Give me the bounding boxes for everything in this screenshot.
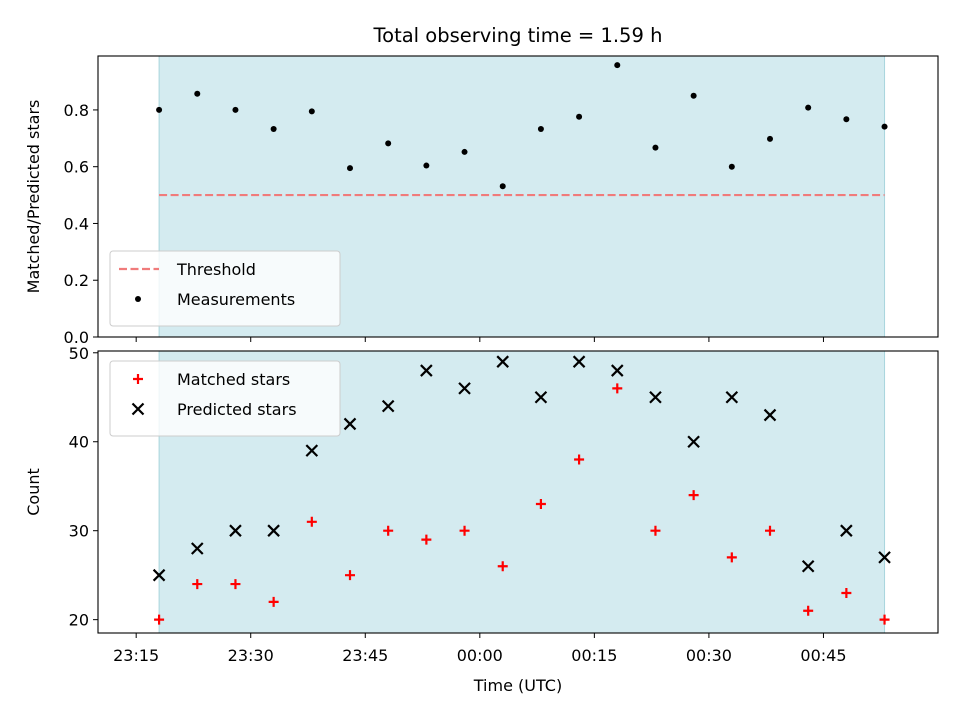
ratio-y-tick-label: 0.6	[64, 158, 89, 177]
legend-measurement-swatch	[135, 296, 141, 302]
predicted-stars-point	[343, 417, 357, 431]
legend-label: Predicted stars	[177, 400, 297, 419]
predicted-stars-point	[190, 542, 204, 555]
predicted-stars-point	[381, 399, 395, 413]
count-y-tick-label: 20	[69, 611, 89, 630]
predicted-stars-point	[610, 364, 624, 377]
predicted-stars-point	[534, 390, 548, 404]
predicted-stars-point	[152, 568, 166, 582]
predicted-stars-point	[763, 408, 777, 422]
measurement-point	[767, 135, 773, 142]
matched-stars-point	[803, 605, 814, 616]
measurement-point	[881, 123, 888, 130]
measurement-point	[537, 125, 544, 132]
measurement-point	[308, 108, 315, 115]
matched-stars-point	[306, 516, 317, 527]
count-y-axis-label: Count	[24, 468, 43, 516]
ratio-y-tick-label: 0.0	[64, 328, 89, 347]
measurement-point	[499, 183, 506, 190]
measurement-point	[728, 163, 735, 170]
matched-stars-point	[765, 525, 775, 536]
x-tick-label: 23:15	[113, 646, 159, 665]
measurement-point	[652, 144, 659, 151]
ratio-y-axis-label: Matched/Predicted stars	[24, 100, 43, 294]
matched-stars-point	[726, 552, 737, 563]
predicted-stars-point	[572, 355, 586, 368]
measurement-point	[156, 106, 163, 113]
ratio-panel: 0.0 0.2 0.4 0.6 0.8 Matched/Predicted stars Th…	[24, 55, 939, 347]
matched-stars-point	[421, 534, 432, 545]
legend-box	[109, 360, 341, 437]
matched-stars-point	[268, 596, 279, 607]
x-tick-label: 23:45	[342, 646, 388, 665]
chart-title: Total observing time = 1.59 h	[373, 24, 663, 47]
predicted-stars-point	[840, 524, 853, 537]
measurement-point	[270, 125, 277, 132]
count-y-tick-label: 50	[69, 344, 89, 363]
measurement-point	[843, 116, 850, 123]
measurement-point	[423, 162, 430, 169]
matched-stars-point	[650, 525, 661, 536]
predicted-stars-point	[496, 355, 510, 368]
predicted-stars-point	[305, 444, 319, 457]
x-tick-label: 00:30	[686, 646, 732, 665]
ratio-legend: Threshold Measurements	[109, 250, 341, 327]
predicted-stars-point	[267, 524, 280, 537]
count-panel: 20 30 40 50 23:15 23:30 23:45 00:00 00:15 00:30 00…	[24, 344, 939, 665]
ratio-axes-frame	[97, 55, 939, 338]
measurement-point	[614, 62, 621, 69]
matched-stars-point	[612, 383, 623, 394]
x-axis-label: Time (UTC)	[473, 676, 562, 695]
count-y-tick-label: 30	[69, 522, 89, 541]
matched-stars-point	[345, 570, 355, 581]
x-tick-label: 00:45	[800, 646, 846, 665]
predicted-stars-point	[229, 524, 242, 537]
matched-stars-point	[383, 525, 394, 536]
measurement-point	[347, 165, 353, 172]
matched-stars-point	[230, 579, 241, 590]
legend-label: Matched stars	[177, 370, 290, 389]
x-tick-label: 00:15	[571, 646, 617, 665]
ratio-y-tick-label: 0.8	[64, 101, 89, 120]
count-legend: Matched stars Predicted stars	[109, 360, 341, 437]
ratio-y-tick-label: 0.4	[64, 214, 89, 233]
matched-stars-point	[879, 614, 890, 625]
matched-stars-point	[459, 525, 470, 536]
matched-stars-point	[192, 579, 203, 590]
matched-stars-point	[497, 561, 508, 572]
legend-box	[109, 250, 341, 327]
predicted-stars-point	[420, 364, 433, 377]
measurement-point	[805, 104, 812, 111]
ratio-y-tick-label: 0.2	[64, 271, 89, 290]
predicted-stars-point	[725, 390, 739, 404]
measurement-point	[461, 148, 468, 155]
predicted-stars-point	[687, 435, 700, 449]
legend-label: Threshold	[176, 260, 256, 279]
predicted-stars-point	[458, 382, 471, 395]
matched-stars-point	[841, 587, 852, 598]
matched-stars-point	[535, 499, 546, 510]
legend-predicted-swatch	[131, 402, 145, 416]
measurement-point	[576, 113, 583, 120]
predicted-stars-point	[878, 551, 891, 564]
measurement-point	[690, 92, 697, 99]
matched-stars-point	[574, 454, 585, 465]
x-tick-label: 23:30	[228, 646, 274, 665]
predicted-stars-point	[649, 390, 662, 404]
legend-matched-swatch	[133, 374, 143, 384]
legend-label: Measurements	[177, 290, 295, 309]
matched-stars-point	[154, 614, 165, 625]
measurement-point	[385, 140, 392, 147]
x-tick-label: 00:00	[457, 646, 503, 665]
count-y-tick-label: 40	[69, 433, 89, 452]
count-axes-frame	[97, 350, 939, 634]
measurement-point	[194, 90, 201, 97]
measurement-point	[232, 106, 239, 113]
matched-stars-point	[688, 490, 699, 501]
predicted-stars-point	[801, 560, 815, 573]
